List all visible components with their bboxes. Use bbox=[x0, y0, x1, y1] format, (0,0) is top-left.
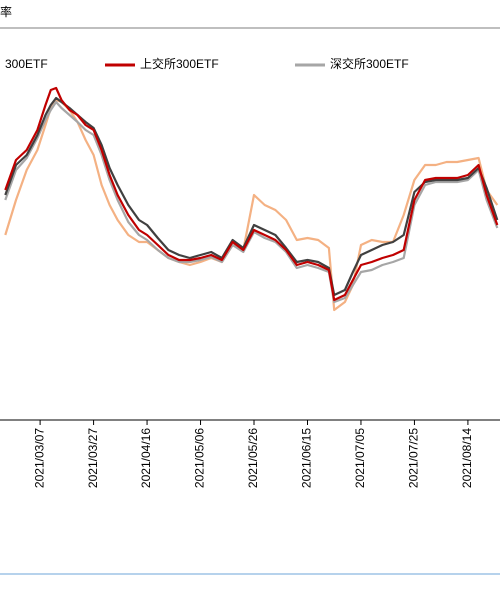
x-tick-label: 2021/05/26 bbox=[246, 428, 260, 488]
x-tick-label: 2021/03/07 bbox=[32, 428, 46, 488]
legend-label: 上交所300ETF bbox=[140, 56, 219, 71]
x-tick-label: 2021/07/05 bbox=[353, 428, 367, 488]
line-series bbox=[4, 86, 499, 302]
x-tick-label: 2021/03/27 bbox=[86, 428, 100, 488]
line-series bbox=[4, 100, 499, 304]
x-tick-label: 2021/04/16 bbox=[139, 428, 153, 488]
x-tick-label: 2021/07/25 bbox=[407, 428, 421, 488]
x-tick-label: 2021/08/14 bbox=[460, 428, 474, 488]
legend-label: 300ETF bbox=[5, 57, 48, 71]
x-tick-label: 2021/05/06 bbox=[193, 428, 207, 488]
legend-label: 深交所300ETF bbox=[330, 56, 409, 71]
chart-title: 率 bbox=[0, 4, 12, 19]
line-series bbox=[4, 98, 499, 312]
x-tick-label: 2021/06/15 bbox=[300, 428, 314, 488]
